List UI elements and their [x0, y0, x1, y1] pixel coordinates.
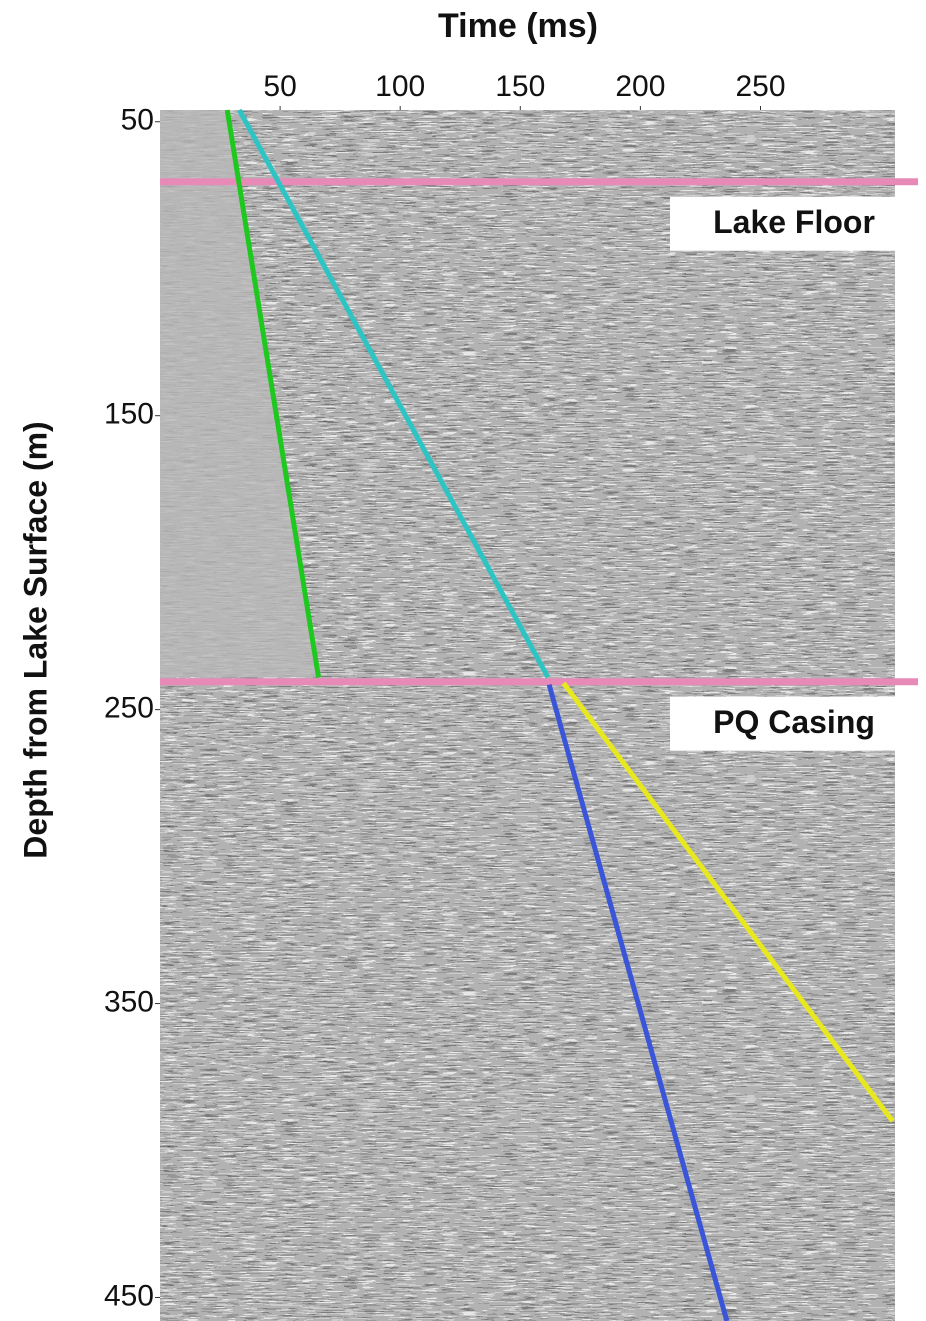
x-tick-label: 50	[263, 70, 296, 103]
x-tick-label: 200	[615, 70, 665, 103]
y-tick-label: 250	[104, 692, 154, 725]
y-tick-label: 150	[104, 398, 154, 431]
x-tick-label: 100	[375, 70, 425, 103]
y-axis-label: Depth from Lake Surface (m)	[17, 421, 53, 858]
trend-line	[224, 109, 321, 678]
x-tick-label: 150	[495, 70, 545, 103]
x-axis-label: Time (ms)	[438, 7, 598, 45]
pre-arrival-shade	[160, 110, 319, 678]
trend-line	[546, 683, 730, 1321]
y-tick-label: 450	[104, 1279, 154, 1312]
trend-line	[237, 108, 551, 679]
annotation: PQ Casing	[713, 704, 875, 740]
x-tick-label: 250	[735, 70, 785, 103]
annotation-box	[670, 696, 918, 751]
annotation: Lake Floor	[713, 204, 875, 240]
y-tick-label: 350	[104, 985, 154, 1018]
trend-line	[561, 681, 895, 1123]
y-tick-label: 50	[121, 104, 154, 137]
annotation-box	[670, 196, 918, 251]
